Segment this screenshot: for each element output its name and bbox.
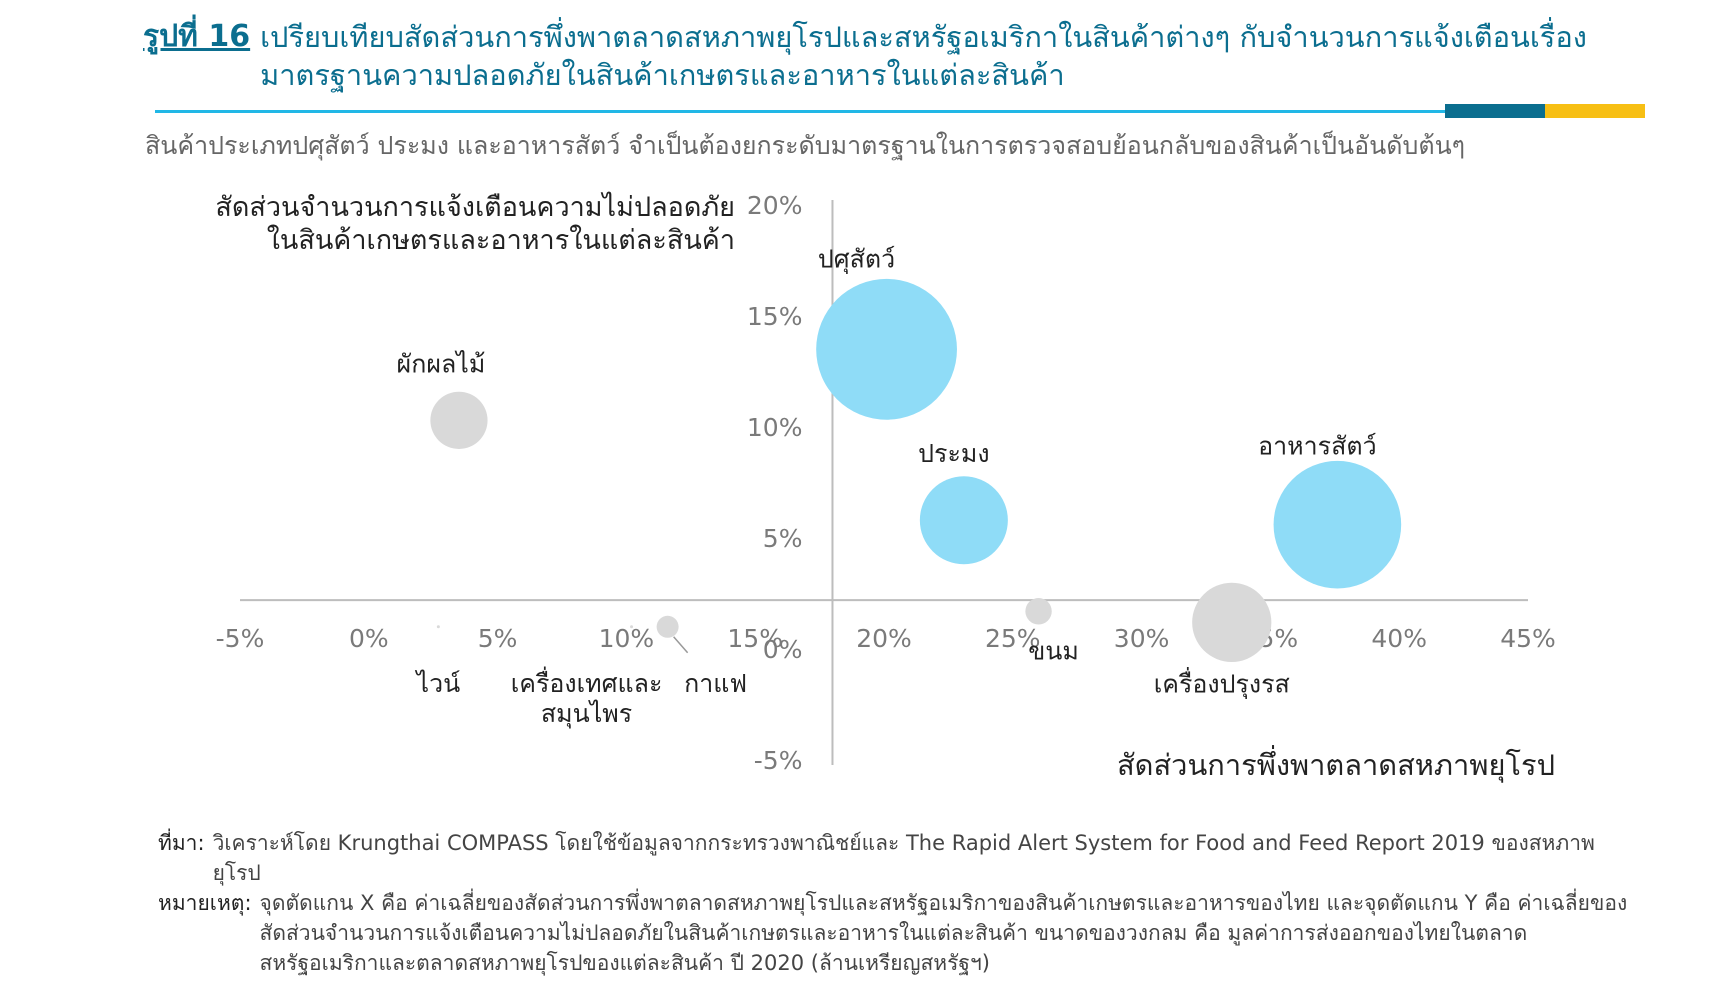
note-text: จุดตัดแกน X คือ ค่าเฉลี่ยของสัดส่วนการพึ…: [259, 891, 1628, 975]
x-axis-title: สัดส่วนการพึ่งพาตลาดสหภาพยุโรป: [1117, 745, 1555, 783]
bubble-label: ขนม: [1028, 636, 1079, 665]
x-tick-label: 20%: [856, 624, 912, 653]
y-tick-label: 10%: [747, 413, 803, 442]
y-tick-label: 0%: [763, 635, 803, 664]
y-tick-label: 20%: [747, 191, 803, 220]
source-text: วิเคราะห์โดย Krungthai COMPASS โดยใช้ข้อ…: [212, 831, 1595, 885]
bubble: [1192, 582, 1272, 662]
label-connector: [673, 636, 689, 654]
remark-note: หมายเหตุ: จุดตัดแกน X คือ ค่าเฉลี่ยของสั…: [158, 888, 1638, 978]
y-tick-label: 5%: [763, 524, 803, 553]
bubble: [630, 625, 634, 629]
divider-accent-yellow: [1545, 104, 1645, 118]
note-label: หมายเหตุ:: [158, 891, 252, 915]
bubble-label: ปศุสัตว์: [818, 244, 895, 274]
bubble: [1273, 460, 1402, 589]
x-tick-label: -5%: [216, 624, 265, 653]
x-tick-label: 45%: [1500, 624, 1556, 653]
bubble-label: กาแฟ: [684, 669, 747, 698]
source-note: ที่มา: วิเคราะห์โดย Krungthai COMPASS โด…: [158, 828, 1638, 888]
bubble: [919, 476, 1008, 565]
x-tick-label: 10%: [599, 624, 655, 653]
figure-title: เปรียบเทียบสัดส่วนการพึ่งพาตลาดสหภาพยุโร…: [260, 20, 1587, 92]
source-label: ที่มา:: [158, 831, 205, 855]
figure-subtitle: สินค้าประเภทปศุสัตว์ ประมง และอาหารสัตว์…: [145, 131, 1466, 160]
bubble: [430, 391, 488, 449]
bubble: [436, 625, 440, 629]
y-tick-label: 15%: [747, 302, 803, 331]
y-axis-title: สัดส่วนจำนวนการแจ้งเตือนความไม่ปลอดภัย: [215, 192, 735, 223]
bubble: [816, 278, 957, 420]
title-divider: [155, 110, 1445, 113]
x-tick-label: 40%: [1371, 624, 1427, 653]
bubble: [656, 615, 679, 638]
x-tick-label: 5%: [478, 624, 518, 653]
bubble-label: เครื่องปรุงรส: [1154, 666, 1290, 699]
bubble-label: เครื่องเทศและสมุนไพร: [511, 666, 663, 729]
x-tick-label: 25%: [985, 624, 1041, 653]
x-tick-label: 15%: [727, 624, 783, 653]
y-axis-title: ในสินค้าเกษตรและอาหารในแต่ละสินค้า: [267, 224, 735, 256]
x-tick-label: 0%: [349, 624, 389, 653]
figure-number: รูปที่ 16: [143, 19, 251, 54]
bubble-label: ประมง: [918, 439, 989, 468]
y-tick-label: -5%: [754, 746, 803, 775]
divider-accent-blue: [1445, 104, 1545, 118]
bubble-label: ผักผลไม้: [397, 349, 486, 378]
bubble-label: ไวน์: [415, 669, 461, 698]
figure-header: รูปที่ 16 เปรียบเทียบสัดส่วนการพึ่งพาตลา…: [143, 18, 1673, 94]
bubble-label: อาหารสัตว์: [1258, 432, 1377, 461]
x-tick-label: 30%: [1114, 624, 1170, 653]
footnotes: ที่มา: วิเคราะห์โดย Krungthai COMPASS โด…: [158, 828, 1638, 978]
bubble: [1025, 598, 1052, 625]
